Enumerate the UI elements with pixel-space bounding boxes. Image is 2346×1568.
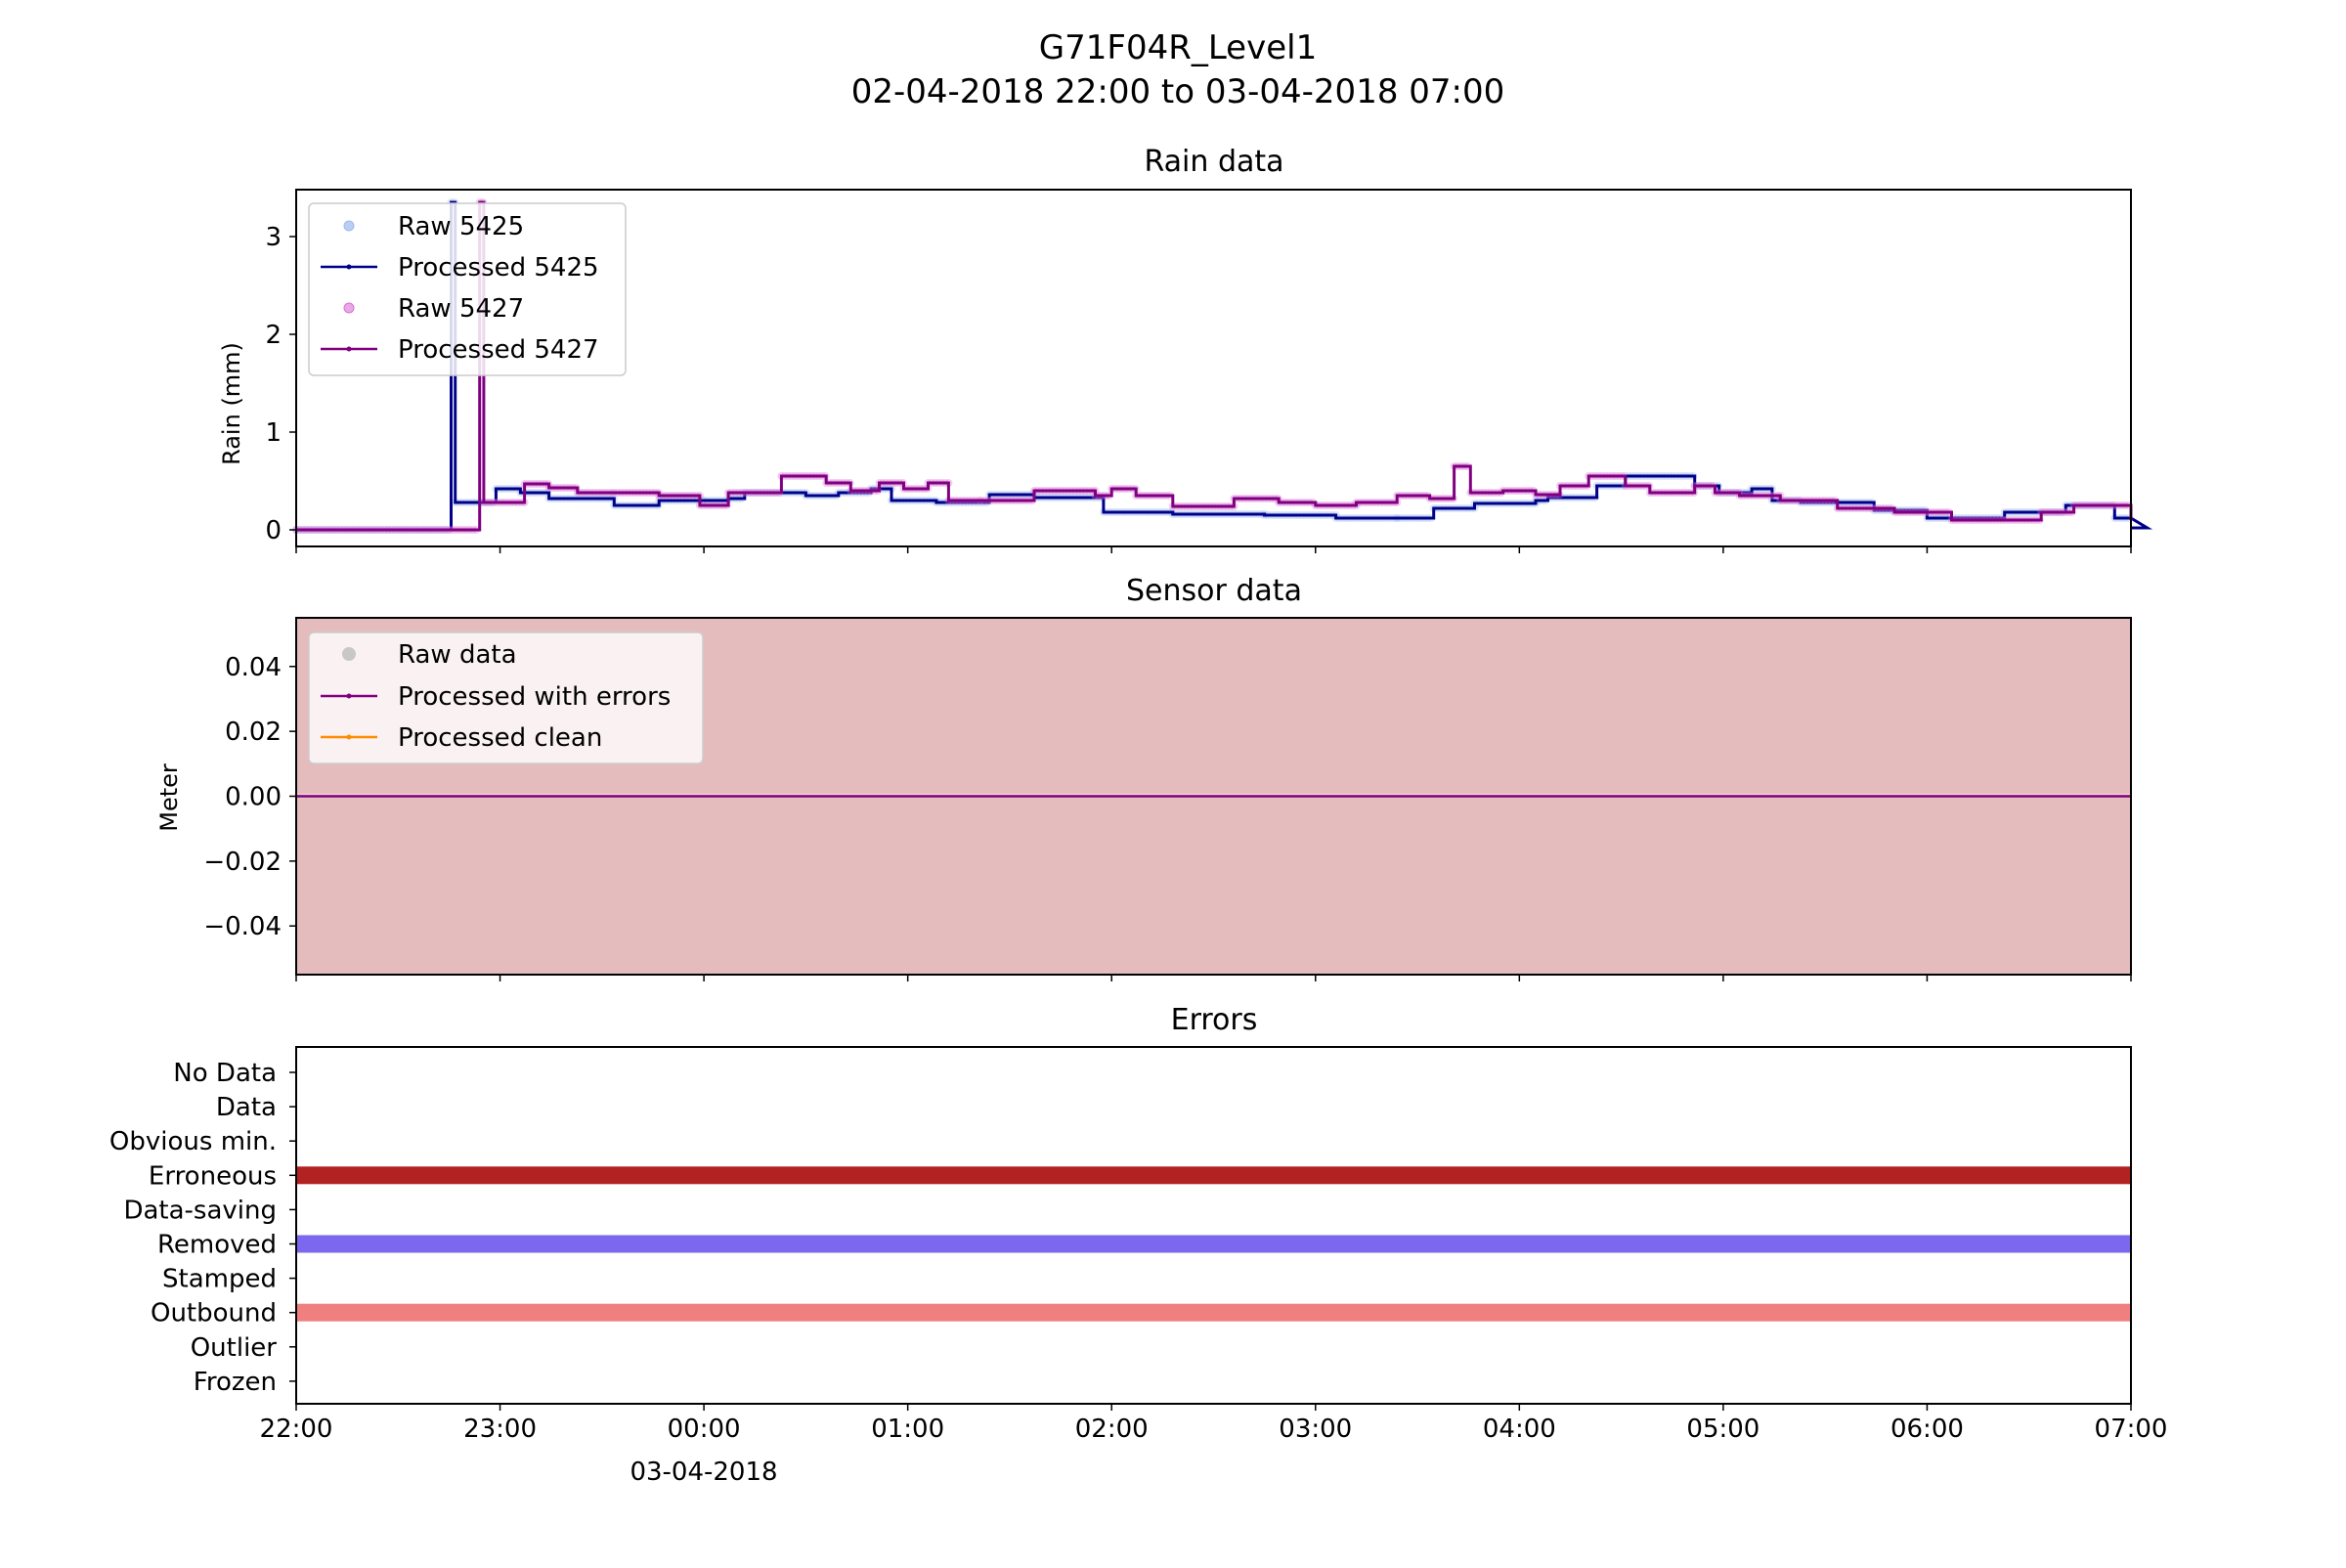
errors-category-label: Frozen xyxy=(194,1368,277,1397)
x-tick-label: 01:00 xyxy=(871,1415,944,1444)
x-tick-label: 23:00 xyxy=(463,1415,537,1444)
error-bar-outbound xyxy=(296,1303,2131,1322)
sensor-legend: Raw data Processed with errors Processed… xyxy=(308,632,704,764)
errors-category-label: Obvious min. xyxy=(109,1127,277,1156)
x-axis-date-label: 03-04-2018 xyxy=(630,1458,777,1487)
rain-plot-area xyxy=(292,198,2153,534)
rain-processed-line-5425 xyxy=(296,200,2153,532)
legend-marker-raw-5427 xyxy=(343,302,355,314)
error-bar-erroneous xyxy=(296,1166,2131,1185)
sensor-chart: Sensor data Meter 0.04 0.02 0.00 −0.02 −0.04… xyxy=(155,574,2132,981)
errors-category-label: Data-saving xyxy=(123,1196,277,1225)
legend-label-raw-5425: Raw 5425 xyxy=(398,212,524,241)
x-tick-label: 05:00 xyxy=(1686,1415,1760,1444)
legend-marker-processed-5427 xyxy=(346,346,352,352)
rain-y-tick-label: 0 xyxy=(265,516,282,545)
legend-label-processed-5425: Processed 5425 xyxy=(398,253,599,283)
errors-category-label: Outbound xyxy=(151,1299,277,1328)
sensor-x-axis xyxy=(295,975,2132,981)
errors-x-axis: 22:00 23:00 00:00 01:00 02:00 03:00 04:00 05:00… xyxy=(260,1404,2168,1444)
rain-x-axis xyxy=(295,546,2132,553)
sensor-y-axis: 0.04 0.02 0.00 −0.02 −0.04 xyxy=(203,653,296,941)
errors-category-label: Removed xyxy=(157,1231,277,1260)
legend-marker-processed-5425 xyxy=(346,264,352,270)
errors-category-label: Outlier xyxy=(191,1333,278,1363)
rain-y-tick-label: 2 xyxy=(265,321,282,350)
rain-chart: Rain data Rain (mm) 0 1 2 3 Raw 5425 Proces… xyxy=(218,145,2153,553)
sensor-y-tick-label: −0.02 xyxy=(203,848,282,877)
rain-legend-box xyxy=(308,202,627,376)
rain-plot-frame xyxy=(295,189,2132,547)
x-tick-label: 00:00 xyxy=(668,1415,741,1444)
rain-y-axis-label: Rain (mm) xyxy=(218,342,245,465)
sensor-y-tick-label: 0.00 xyxy=(225,783,282,812)
sensor-legend-box xyxy=(308,632,704,764)
sensor-y-tick-label: 0.02 xyxy=(225,718,282,747)
x-tick-label: 04:00 xyxy=(1483,1415,1556,1444)
errors-bars xyxy=(296,1166,2131,1322)
legend-marker-processed-with-errors xyxy=(346,693,352,699)
errors-category-label: No Data xyxy=(173,1059,277,1088)
rain-chart-title: Rain data xyxy=(1144,145,1283,179)
error-bar-removed xyxy=(296,1235,2131,1253)
legend-marker-raw-data xyxy=(342,647,356,661)
errors-y-axis: No Data Data Obvious min. Erroneous Data-sav… xyxy=(109,1059,296,1397)
errors-category-label: Erroneous xyxy=(149,1161,277,1191)
x-tick-label: 06:00 xyxy=(1890,1415,1964,1444)
legend-label-processed-clean: Processed clean xyxy=(398,723,602,753)
legend-label-processed-5427: Processed 5427 xyxy=(398,335,599,365)
sensor-chart-title: Sensor data xyxy=(1126,574,1302,608)
errors-chart-title: Errors xyxy=(1171,1003,1258,1037)
errors-category-label: Stamped xyxy=(162,1265,277,1294)
x-tick-label: 22:00 xyxy=(260,1415,333,1444)
legend-marker-processed-clean xyxy=(346,734,352,740)
legend-label-processed-with-errors: Processed with errors xyxy=(398,682,671,712)
sensor-y-axis-label: Meter xyxy=(155,763,183,832)
sensor-y-tick-label: 0.04 xyxy=(225,653,282,682)
sensor-y-tick-label: −0.04 xyxy=(203,912,282,941)
figure-subtitle: 02-04-2018 22:00 to 03-04-2018 07:00 xyxy=(851,72,1505,111)
rain-processed-line-5427 xyxy=(296,200,2133,532)
errors-category-label: Data xyxy=(216,1093,277,1122)
rain-y-axis: 0 1 2 3 xyxy=(265,223,296,545)
rain-legend: Raw 5425 Processed 5425 Raw 5427 Process… xyxy=(308,202,627,376)
figure-title: G71F04R_Level1 xyxy=(1039,28,1317,67)
x-tick-label: 02:00 xyxy=(1075,1415,1149,1444)
legend-marker-raw-5425 xyxy=(343,220,355,232)
legend-label-raw-data: Raw data xyxy=(398,640,517,670)
legend-label-raw-5427: Raw 5427 xyxy=(398,294,524,324)
rain-y-tick-label: 3 xyxy=(265,223,282,252)
rain-y-tick-label: 1 xyxy=(265,418,282,448)
errors-plot-frame xyxy=(295,1046,2132,1405)
x-tick-label: 03:00 xyxy=(1279,1415,1352,1444)
errors-chart: Errors No Data Data Obvious min. Erroneous D… xyxy=(109,1003,2168,1487)
x-tick-label: 07:00 xyxy=(2095,1415,2168,1444)
